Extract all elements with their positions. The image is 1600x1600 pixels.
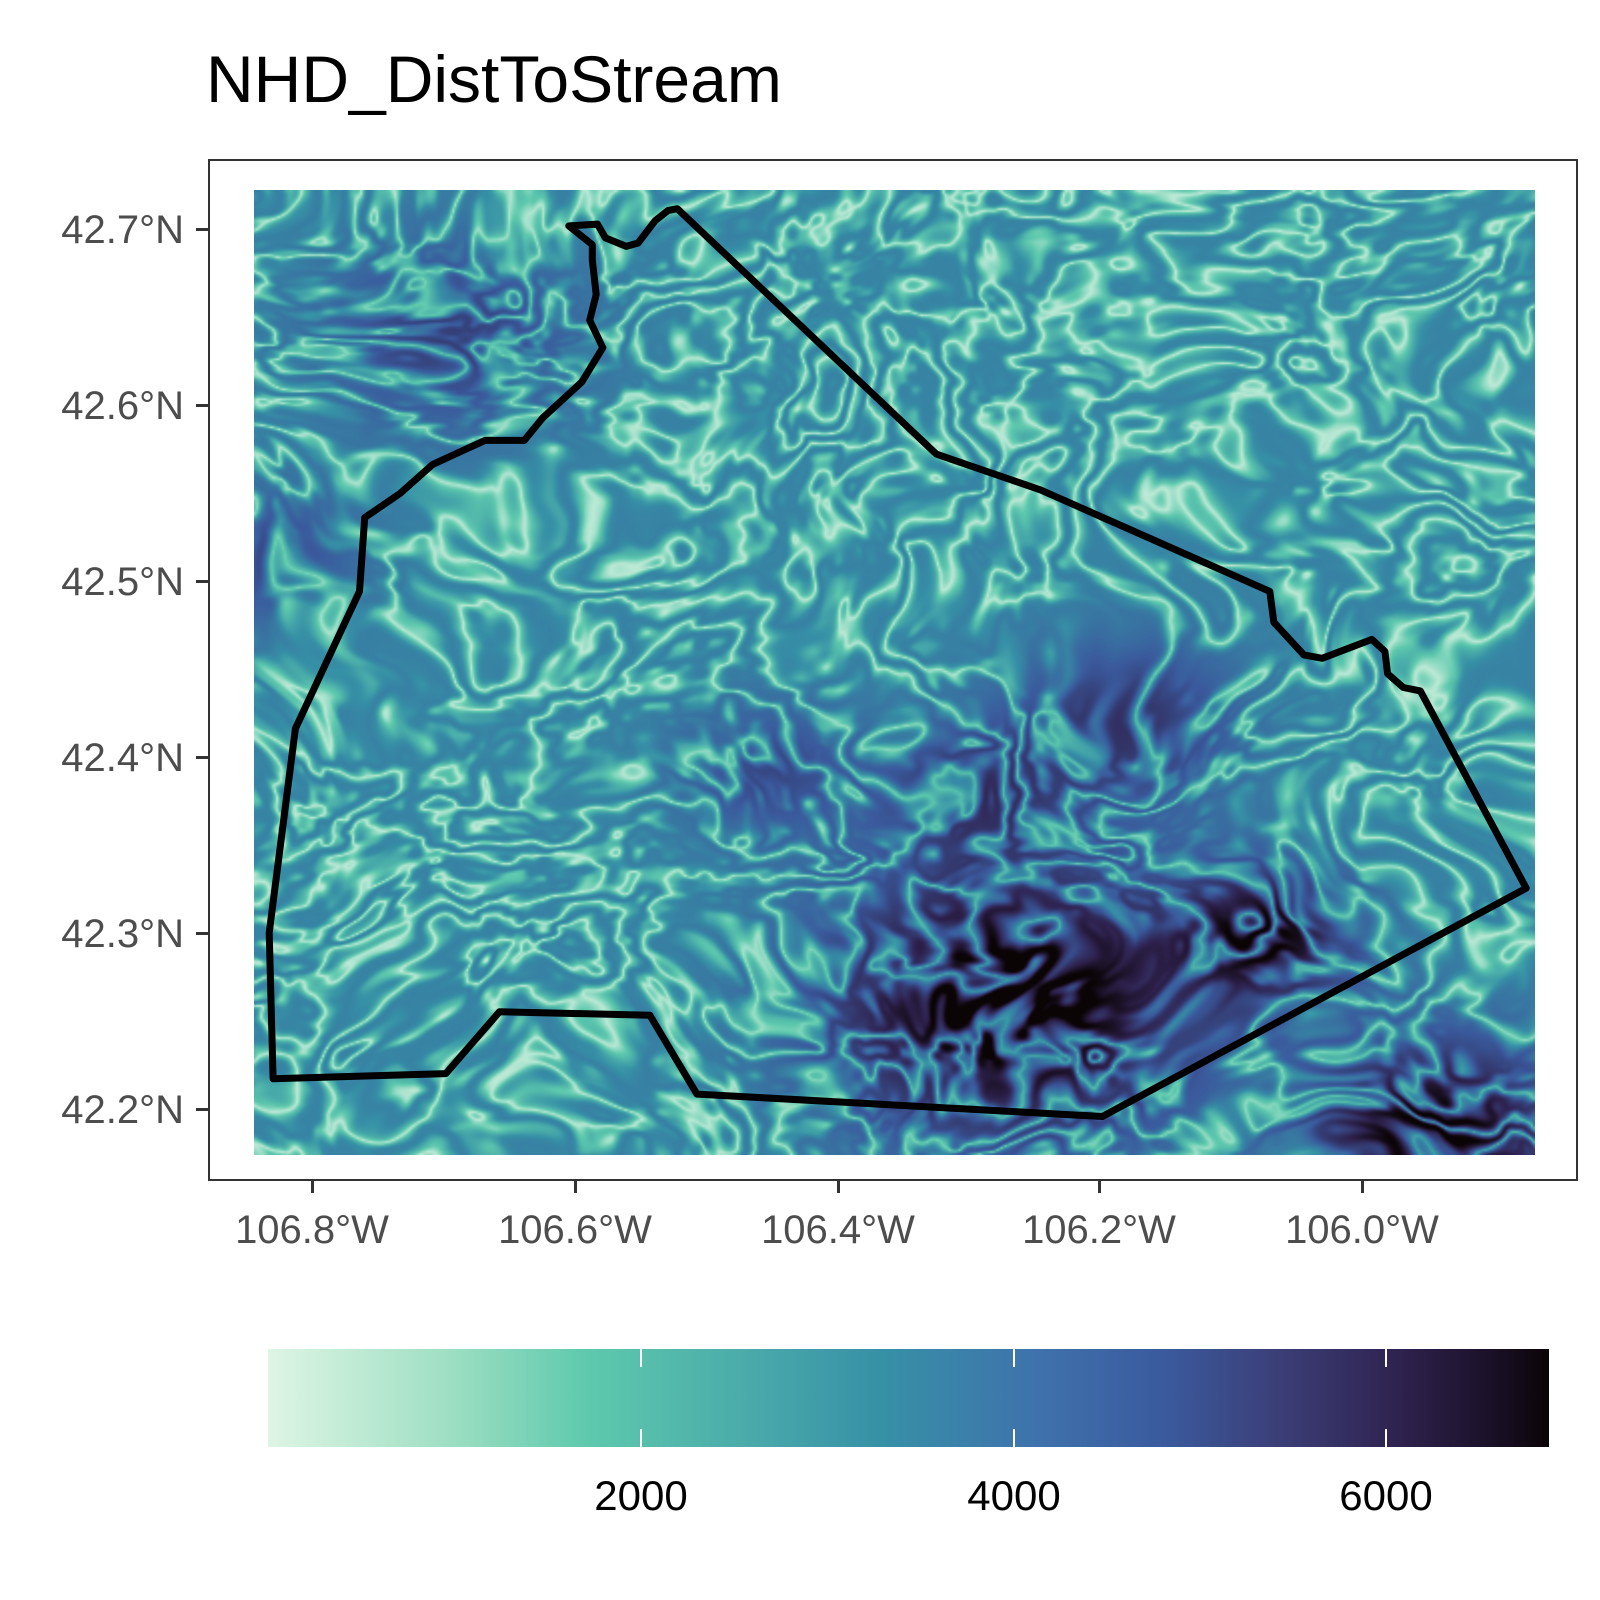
map-title: NHD_DistToStream bbox=[206, 42, 782, 116]
y-tick-mark bbox=[196, 756, 208, 759]
x-tick-label: 106.6°W bbox=[498, 1208, 652, 1252]
legend-label: 6000 bbox=[1339, 1472, 1433, 1519]
y-tick-mark bbox=[196, 580, 208, 583]
legend-colorbar bbox=[268, 1349, 1549, 1447]
legend-tick bbox=[1385, 1429, 1387, 1447]
map-panel bbox=[208, 159, 1578, 1181]
y-tick-label: 42.6°N bbox=[61, 384, 184, 428]
distance-raster bbox=[254, 190, 1535, 1155]
x-tick-mark bbox=[1361, 1181, 1364, 1193]
x-tick-mark bbox=[837, 1181, 840, 1193]
y-tick-label: 42.4°N bbox=[61, 736, 184, 780]
legend-tick bbox=[1385, 1349, 1387, 1367]
study-area-boundary bbox=[265, 205, 1530, 1120]
x-tick-label: 106.2°W bbox=[1022, 1208, 1176, 1252]
x-tick-mark bbox=[574, 1181, 577, 1193]
legend-tick bbox=[1013, 1349, 1015, 1367]
legend-tick bbox=[1013, 1429, 1015, 1447]
x-tick-label: 106.0°W bbox=[1285, 1208, 1439, 1252]
y-tick-mark bbox=[196, 1108, 208, 1111]
legend-tick bbox=[640, 1349, 642, 1367]
legend-label: 4000 bbox=[967, 1472, 1061, 1519]
y-tick-label: 42.3°N bbox=[61, 912, 184, 956]
y-tick-mark bbox=[196, 404, 208, 407]
x-tick-label: 106.8°W bbox=[235, 1208, 389, 1252]
y-tick-label: 42.2°N bbox=[61, 1088, 184, 1132]
x-tick-label: 106.4°W bbox=[761, 1208, 915, 1252]
x-tick-mark bbox=[1098, 1181, 1101, 1193]
legend-tick bbox=[640, 1429, 642, 1447]
x-tick-mark bbox=[311, 1181, 314, 1193]
y-tick-label: 42.7°N bbox=[61, 208, 184, 252]
legend-label: 2000 bbox=[594, 1472, 688, 1519]
y-tick-label: 42.5°N bbox=[61, 560, 184, 604]
y-tick-mark bbox=[196, 228, 208, 231]
boundary-outline bbox=[265, 205, 1530, 1120]
y-tick-mark bbox=[196, 932, 208, 935]
